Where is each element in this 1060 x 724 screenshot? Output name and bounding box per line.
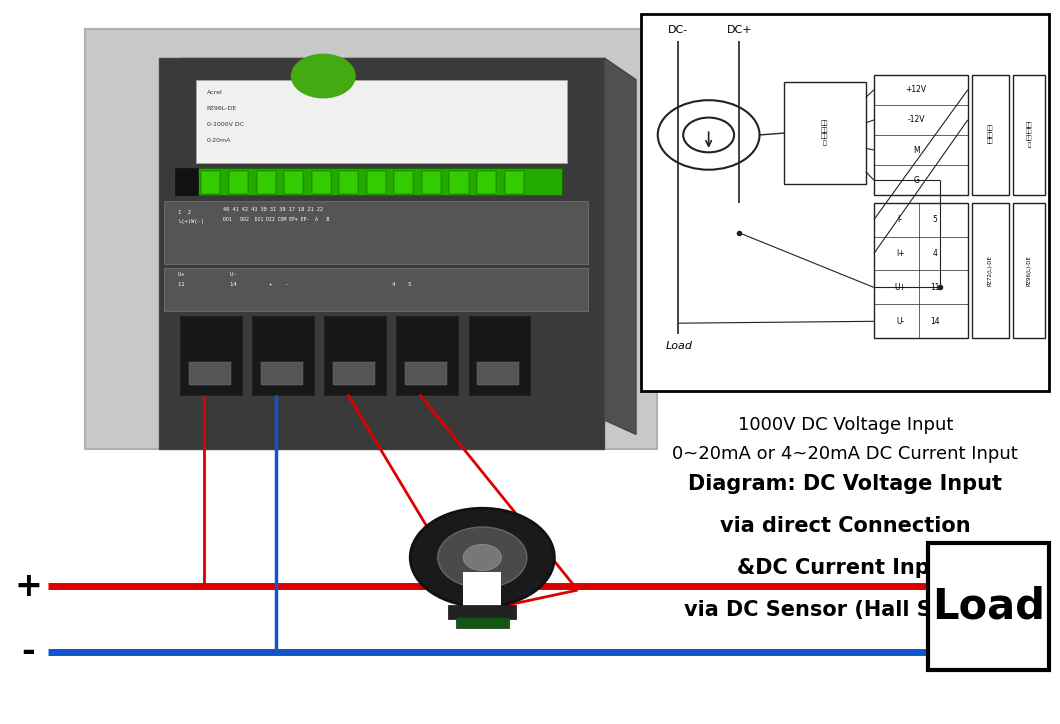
Circle shape <box>438 527 527 588</box>
Bar <box>469 316 530 395</box>
Text: +: + <box>15 570 42 603</box>
Text: U-: U- <box>896 317 904 326</box>
Text: 14: 14 <box>930 317 940 326</box>
Text: via direct Connection: via direct Connection <box>720 516 971 536</box>
Bar <box>405 362 447 385</box>
Text: U+: U+ <box>895 283 906 292</box>
Circle shape <box>463 544 501 571</box>
Bar <box>159 58 604 449</box>
Bar <box>448 605 516 619</box>
Bar <box>196 80 567 163</box>
Bar <box>449 171 469 194</box>
Bar <box>284 171 303 194</box>
Bar <box>972 75 1009 195</box>
Bar <box>189 362 231 385</box>
Bar <box>463 572 501 612</box>
Text: 0-1000V DC: 0-1000V DC <box>207 122 244 127</box>
Text: 4: 4 <box>933 249 937 258</box>
Text: 霍尔
电流
传感
器: 霍尔 电流 传感 器 <box>822 120 829 146</box>
Text: 11: 11 <box>931 283 939 292</box>
Text: DC+: DC+ <box>726 25 752 35</box>
Bar <box>175 168 198 195</box>
Bar <box>394 171 413 194</box>
Bar <box>257 171 276 194</box>
Text: Load: Load <box>666 341 693 351</box>
Text: Load: Load <box>932 585 1045 628</box>
Text: DO1   DO2  DI1 DI2 COM EP+ EP-  A   B: DO1 DO2 DI1 DI2 COM EP+ EP- A B <box>223 217 329 222</box>
Bar <box>873 75 968 195</box>
Text: -12V: -12V <box>907 115 925 125</box>
Bar <box>229 171 248 194</box>
Bar <box>252 316 314 395</box>
Text: G: G <box>914 176 919 185</box>
Text: I+: I+ <box>896 249 904 258</box>
Bar <box>312 171 331 194</box>
Text: PZ96L-DE: PZ96L-DE <box>207 106 236 111</box>
Text: +12V: +12V <box>905 85 926 94</box>
Bar <box>261 362 303 385</box>
Bar <box>333 362 375 385</box>
Bar <box>456 617 509 628</box>
Bar <box>85 29 657 449</box>
Text: 5: 5 <box>933 215 937 224</box>
Bar <box>396 316 458 395</box>
Text: -: - <box>22 635 35 668</box>
Bar <box>339 171 358 194</box>
Text: via DC Sensor (Hall Sensor): via DC Sensor (Hall Sensor) <box>684 600 1007 620</box>
Polygon shape <box>180 58 604 94</box>
Text: PZ96(L)-DE: PZ96(L)-DE <box>1026 255 1031 286</box>
Bar <box>180 316 242 395</box>
Text: Acrel: Acrel <box>207 90 223 96</box>
Text: 0-20mA: 0-20mA <box>207 138 231 143</box>
Circle shape <box>410 508 554 607</box>
Bar <box>873 203 968 338</box>
Bar <box>324 316 386 395</box>
Circle shape <box>292 54 355 98</box>
Bar <box>1012 75 1045 195</box>
Bar <box>641 14 1049 391</box>
Bar <box>422 171 441 194</box>
Text: &DC Current Input: &DC Current Input <box>737 558 954 578</box>
Text: I-: I- <box>898 215 903 224</box>
Text: 1  2: 1 2 <box>178 210 191 215</box>
Text: 1000V DC Voltage Input: 1000V DC Voltage Input <box>738 416 953 434</box>
Text: PZ72(L)-DE: PZ72(L)-DE <box>988 255 993 286</box>
Bar <box>972 203 1009 338</box>
Bar <box>191 168 562 195</box>
Bar <box>505 171 524 194</box>
Text: 4    5: 4 5 <box>392 282 411 287</box>
Bar <box>477 171 496 194</box>
Bar <box>928 543 1049 670</box>
Text: 11              14          +    -: 11 14 + - <box>178 282 288 287</box>
Bar <box>164 201 588 264</box>
Text: L(+)W(-): L(+)W(-) <box>178 219 205 224</box>
Text: DC-: DC- <box>668 25 688 35</box>
Text: 0~20mA or 4~20mA DC Current Input: 0~20mA or 4~20mA DC Current Input <box>672 445 1019 463</box>
Text: 霍尔
电流
传感
器: 霍尔 电流 传感 器 <box>1026 122 1032 148</box>
Bar <box>477 362 519 385</box>
Text: M: M <box>913 146 919 154</box>
Bar <box>1012 203 1045 338</box>
Text: Diagram: DC Voltage Input: Diagram: DC Voltage Input <box>688 474 1003 494</box>
Polygon shape <box>604 58 636 434</box>
Bar <box>201 171 220 194</box>
Bar <box>164 268 588 311</box>
Bar <box>784 83 866 184</box>
Text: U+              U-: U+ U- <box>178 272 236 277</box>
Text: 辅助
电源
输出: 辅助 电源 输出 <box>987 126 993 144</box>
Text: 40 41 42 43 30 31 39 17 18 21 22: 40 41 42 43 30 31 39 17 18 21 22 <box>223 207 322 212</box>
Bar <box>367 171 386 194</box>
